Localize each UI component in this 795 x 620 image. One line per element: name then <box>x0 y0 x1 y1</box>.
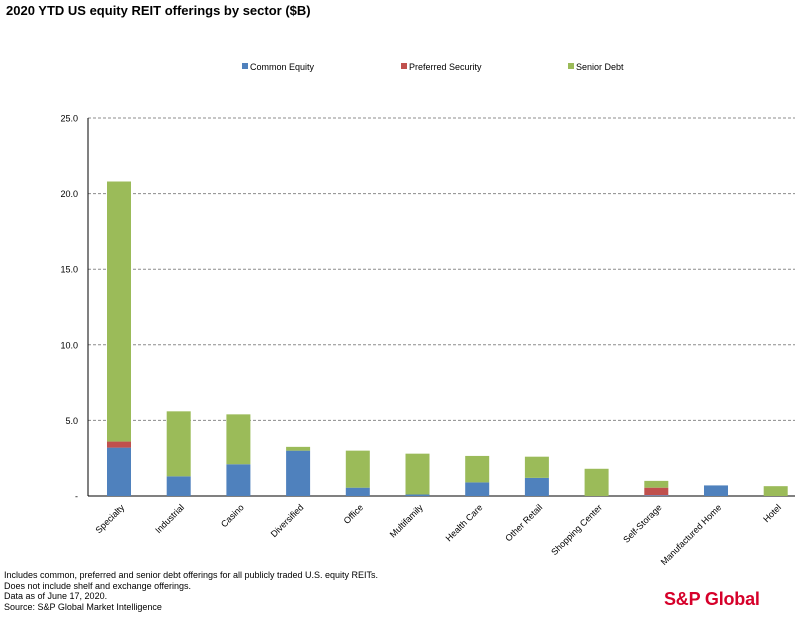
legend-label: Preferred Security <box>409 62 482 72</box>
x-tick-label: Manufactured Home <box>659 502 724 567</box>
x-tick-label: Diversified <box>269 502 306 539</box>
bar-common-equity <box>465 482 490 496</box>
y-tick-label: 20.0 <box>60 189 78 199</box>
bar-common-equity <box>704 485 728 496</box>
bar-common-equity <box>405 494 430 496</box>
legend-label: Common Equity <box>250 62 315 72</box>
bar-senior-debt <box>166 411 191 477</box>
bar-senior-debt <box>644 480 669 488</box>
y-tick-label: - <box>75 492 78 502</box>
x-tick-label: Shopping Center <box>549 502 604 557</box>
bar-senior-debt <box>524 456 549 478</box>
legend-swatch <box>242 63 248 69</box>
footnote-line: Includes common, preferred and senior de… <box>4 570 379 580</box>
sp-global-logo: S&P Global <box>664 589 760 609</box>
bar-preferred-security <box>644 487 669 496</box>
y-tick-label: 25.0 <box>60 114 78 124</box>
chart-title: 2020 YTD US equity REIT offerings by sec… <box>6 3 311 18</box>
legend-swatch <box>568 63 574 69</box>
bar-senior-debt <box>465 455 490 483</box>
x-tick-label: Self-Storage <box>621 502 663 544</box>
x-tick-label: Specialty <box>94 502 127 535</box>
x-tick-label: Hotel <box>761 502 783 524</box>
bar-common-equity <box>107 447 131 496</box>
bar-common-equity <box>524 477 549 496</box>
bar-senior-debt <box>584 468 609 496</box>
bar-common-equity <box>166 476 191 496</box>
source-note: Source: S&P Global Market Intelligence <box>4 601 162 612</box>
footnote-line: Does not include shelf and exchange offe… <box>4 580 191 591</box>
x-tick-label: Industrial <box>153 502 186 535</box>
y-tick-label: 5.0 <box>65 416 78 426</box>
bar-common-equity <box>644 495 669 496</box>
x-tick-label: Other Retail <box>503 502 544 543</box>
bar-senior-debt <box>763 486 788 496</box>
bar-senior-debt <box>107 181 131 442</box>
bar-senior-debt <box>405 453 430 495</box>
x-tick-label: Health Care <box>444 502 485 543</box>
x-tick-label: Office <box>342 502 366 526</box>
x-tick-label: Multifamily <box>388 502 425 539</box>
legend-label: Senior Debt <box>576 62 624 72</box>
y-tick-label: 10.0 <box>60 340 78 350</box>
x-tick-label: Casino <box>219 502 246 529</box>
y-tick-label: 15.0 <box>60 265 78 275</box>
bar-common-equity <box>286 450 311 496</box>
chart-footnotes: Includes common, preferred and senior de… <box>4 570 378 612</box>
legend-swatch <box>401 63 407 69</box>
bar-senior-debt <box>286 446 311 451</box>
bar-preferred-security <box>107 441 131 448</box>
bar-common-equity <box>226 464 251 496</box>
footnote-line: Data as of June 17, 2020. <box>4 591 108 602</box>
bar-senior-debt <box>345 450 370 488</box>
bar-senior-debt <box>226 414 251 465</box>
bar-common-equity <box>345 487 370 496</box>
